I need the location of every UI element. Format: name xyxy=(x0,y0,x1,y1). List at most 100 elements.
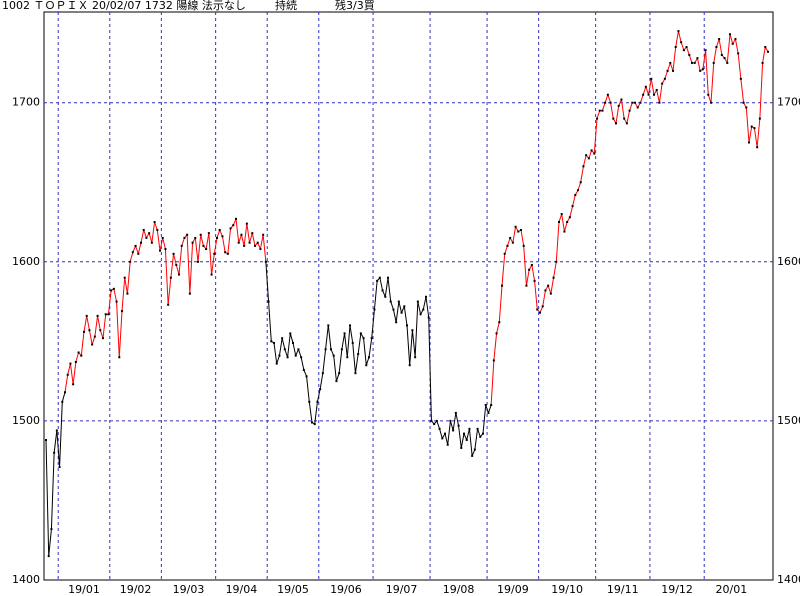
line-segment xyxy=(240,234,245,247)
point xyxy=(254,244,256,247)
point xyxy=(115,300,118,303)
line-segment xyxy=(314,401,318,425)
line-segment xyxy=(384,277,389,297)
point xyxy=(403,305,406,308)
point xyxy=(346,356,349,359)
point xyxy=(311,421,313,424)
point xyxy=(180,244,183,247)
line-segment xyxy=(259,234,264,250)
point xyxy=(579,181,582,184)
line-segment xyxy=(387,277,392,302)
point xyxy=(533,279,536,282)
line-segment xyxy=(121,277,126,312)
line-segment xyxy=(759,62,764,119)
line-segment xyxy=(460,433,465,449)
point xyxy=(324,348,327,351)
point xyxy=(517,230,520,233)
point xyxy=(487,411,490,414)
point xyxy=(758,117,761,120)
point xyxy=(327,324,330,327)
point xyxy=(620,98,623,101)
point xyxy=(563,230,566,233)
line-segment xyxy=(61,392,66,402)
point xyxy=(349,324,351,327)
line-segment xyxy=(284,349,289,358)
point xyxy=(726,61,729,64)
x-tick-label: 19/12 xyxy=(661,583,693,596)
point xyxy=(69,362,72,365)
point xyxy=(750,125,753,128)
point xyxy=(191,241,194,244)
point xyxy=(167,303,170,306)
point xyxy=(123,276,126,279)
point xyxy=(707,93,710,96)
line-segment xyxy=(425,296,430,318)
point xyxy=(330,348,332,351)
point xyxy=(422,308,425,311)
point xyxy=(764,46,767,49)
point xyxy=(503,252,506,255)
point xyxy=(685,46,688,49)
line-segment xyxy=(162,237,166,250)
line-segment xyxy=(319,373,324,390)
line-segment xyxy=(390,301,394,310)
line-segment xyxy=(658,83,663,103)
point xyxy=(419,313,422,316)
point xyxy=(568,216,571,219)
point xyxy=(593,152,596,155)
line-segment xyxy=(487,404,492,414)
line-segment xyxy=(330,349,335,356)
point xyxy=(748,141,750,144)
point xyxy=(207,232,210,235)
point xyxy=(351,341,354,344)
point xyxy=(425,295,427,298)
point xyxy=(661,82,664,85)
point xyxy=(85,314,88,317)
point xyxy=(281,337,284,340)
point xyxy=(140,241,142,244)
point xyxy=(663,77,666,80)
point xyxy=(153,221,156,224)
point xyxy=(715,46,718,49)
point xyxy=(634,101,636,104)
point xyxy=(118,356,121,359)
line-segment xyxy=(414,301,419,358)
point xyxy=(362,337,365,340)
line-segment xyxy=(553,261,557,278)
point xyxy=(617,104,620,107)
point xyxy=(441,437,444,440)
point xyxy=(544,289,547,292)
point xyxy=(188,292,191,295)
point xyxy=(598,109,601,112)
line-segment xyxy=(268,301,272,342)
point xyxy=(666,69,669,72)
point xyxy=(498,321,501,324)
point xyxy=(142,228,145,231)
point xyxy=(381,289,384,292)
x-tick-label: 19/02 xyxy=(120,583,152,596)
point xyxy=(723,57,726,60)
point xyxy=(549,292,552,295)
point xyxy=(628,109,631,112)
point xyxy=(199,233,202,236)
line-segment xyxy=(257,242,261,250)
x-tick-label: 19/03 xyxy=(173,583,205,596)
line-segment xyxy=(392,309,397,323)
point xyxy=(460,446,463,449)
point xyxy=(134,244,137,247)
x-tick-label: 19/06 xyxy=(330,583,362,596)
line-segment xyxy=(221,236,226,253)
line-segment xyxy=(639,94,644,103)
line-segment xyxy=(490,360,495,406)
line-segment xyxy=(64,374,69,393)
point xyxy=(484,403,487,406)
line-segment xyxy=(474,428,479,450)
line-segment xyxy=(618,99,622,107)
line-segment xyxy=(354,354,359,374)
line-segment xyxy=(97,315,101,331)
line-segment xyxy=(737,53,742,79)
line-segment xyxy=(357,333,362,355)
line-segment xyxy=(186,234,191,294)
point xyxy=(365,364,368,367)
line-segment xyxy=(596,110,601,119)
